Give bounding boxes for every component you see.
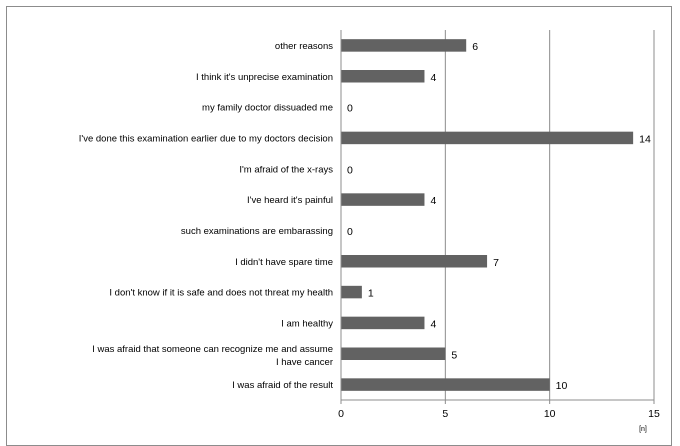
data-label-9: 4 (430, 318, 436, 330)
category-label-2: my family doctor dissuaded me (202, 103, 333, 114)
x-tick-label-10: 10 (544, 408, 556, 420)
bar-chart: other reasons 6 I think it's unprecise exa… (79, 30, 660, 433)
bar-5 (341, 193, 425, 206)
data-label-8: 1 (368, 288, 374, 300)
category-label-line: I have cancer (276, 357, 333, 368)
bar-1 (341, 70, 425, 83)
x-unit-label: [n] (639, 426, 647, 433)
bar-0 (341, 39, 467, 52)
bar-3 (341, 131, 634, 145)
category-label-11: I was afraid of the result (232, 380, 333, 391)
x-tick-label-0: 0 (338, 408, 344, 420)
category-label-8: I don't know if it is safe and does not … (109, 288, 333, 299)
bar-9 (341, 316, 425, 330)
data-label-10: 5 (451, 349, 457, 361)
category-label-3: I've done this examination earlier due t… (79, 133, 333, 144)
category-label-7: I didn't have spare time (235, 257, 333, 268)
category-label-9: I am healthy (281, 318, 333, 329)
bar-10 (341, 347, 446, 360)
category-label-5: I've heard it's painful (247, 195, 333, 206)
data-label-7: 7 (493, 257, 499, 269)
category-label-0: other reasons (275, 41, 333, 52)
data-label-2: 0 (347, 103, 353, 115)
category-label-1: I think it's unprecise examination (196, 72, 333, 83)
x-tick-label-5: 5 (442, 408, 448, 420)
x-tick-label-15: 15 (648, 408, 660, 420)
data-label-1: 4 (430, 72, 436, 84)
data-label-11: 10 (556, 380, 568, 392)
bar-8 (341, 285, 362, 299)
category-label-10: I was afraid that someone can recognize … (92, 344, 333, 368)
data-label-4: 0 (347, 164, 353, 176)
bar-7 (341, 255, 488, 268)
bar-11 (341, 378, 550, 391)
data-label-5: 4 (430, 195, 436, 207)
data-label-3: 14 (639, 133, 651, 145)
category-label-6: such examinations are embarassing (181, 226, 333, 237)
data-label-0: 6 (472, 41, 478, 53)
category-label-4: I'm afraid of the x-rays (239, 164, 333, 175)
data-label-6: 0 (347, 226, 353, 238)
category-label-line: I was afraid that someone can recognize … (92, 344, 333, 355)
